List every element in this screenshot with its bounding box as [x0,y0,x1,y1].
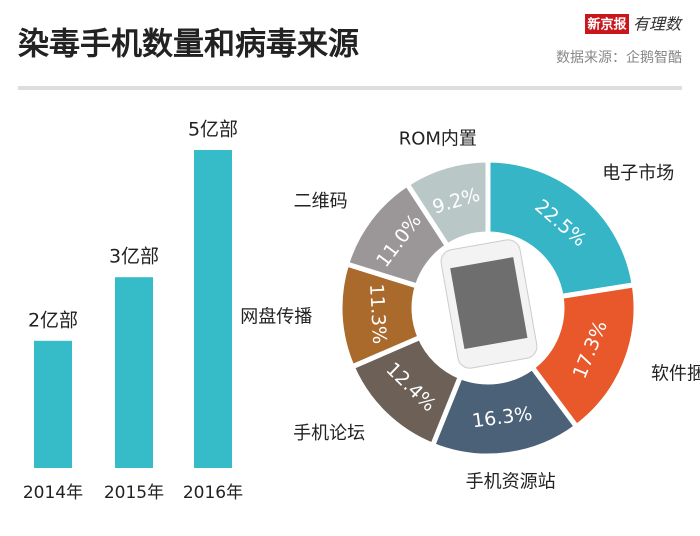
bar [115,277,153,468]
category-label: ROM内置 [399,128,477,149]
bar [194,150,232,468]
value-label: 5亿部 [188,119,238,141]
title: 染毒手机数量和病毒来源 [18,27,359,63]
x-tick-label: 2016年 [183,483,243,503]
bar [34,340,72,468]
donut-segment [485,157,638,300]
category-label: 手机论坛 [293,423,365,444]
brand: 新京报 [587,17,627,33]
x-tick-label: 2015年 [104,483,164,503]
phone [440,239,538,369]
brand-sub: 有理数 [633,15,683,34]
donut-segment [403,157,491,250]
category-label: 手机资源站 [466,472,556,493]
category-label: 二维码 [294,191,348,212]
category-label: 电子市场 [602,163,674,184]
source: 数据来源：企鹅智酷 [556,49,682,66]
value-label: 11.3% [365,283,390,344]
value-label: 3亿部 [109,246,159,268]
category-label: 网盘传播 [240,306,312,327]
brand-box [585,14,629,34]
value-label: 2亿部 [28,309,78,331]
x-tick-label: 2014年 [23,483,83,503]
category-label: 软件捆绑 [651,363,700,384]
